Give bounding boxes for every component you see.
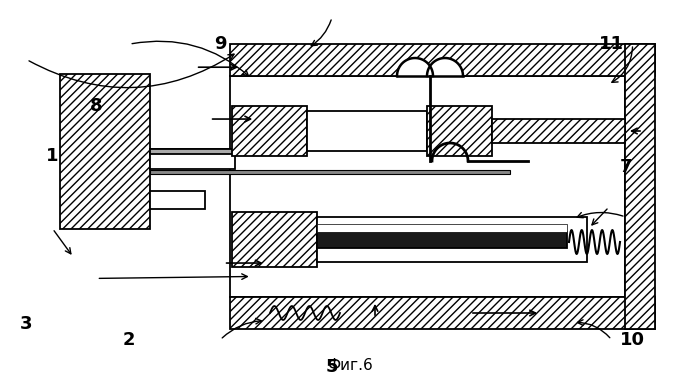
Bar — [230, 297, 655, 329]
Text: 7: 7 — [619, 158, 632, 176]
Bar — [150, 191, 205, 209]
Bar — [427, 106, 492, 156]
Bar — [232, 106, 307, 156]
Bar — [307, 111, 427, 151]
Bar — [150, 149, 235, 154]
Text: 5: 5 — [326, 358, 338, 376]
Bar — [317, 224, 567, 232]
Text: 1: 1 — [46, 147, 59, 164]
Text: Фиг.6: Фиг.6 — [326, 359, 373, 374]
Text: 3: 3 — [20, 316, 33, 333]
Polygon shape — [428, 59, 462, 76]
Bar — [625, 44, 655, 329]
Bar — [492, 119, 625, 143]
Text: 10: 10 — [620, 331, 645, 349]
Bar — [150, 149, 235, 169]
Text: 8: 8 — [90, 97, 103, 114]
Bar — [232, 212, 317, 267]
Text: 2: 2 — [123, 331, 136, 349]
Polygon shape — [398, 59, 432, 76]
Bar — [150, 170, 510, 174]
Bar — [317, 217, 587, 262]
Bar — [230, 44, 655, 76]
Bar — [60, 74, 150, 229]
Bar — [230, 76, 625, 297]
Text: 9: 9 — [214, 35, 226, 53]
Text: 11: 11 — [599, 35, 624, 53]
Bar — [317, 232, 567, 248]
